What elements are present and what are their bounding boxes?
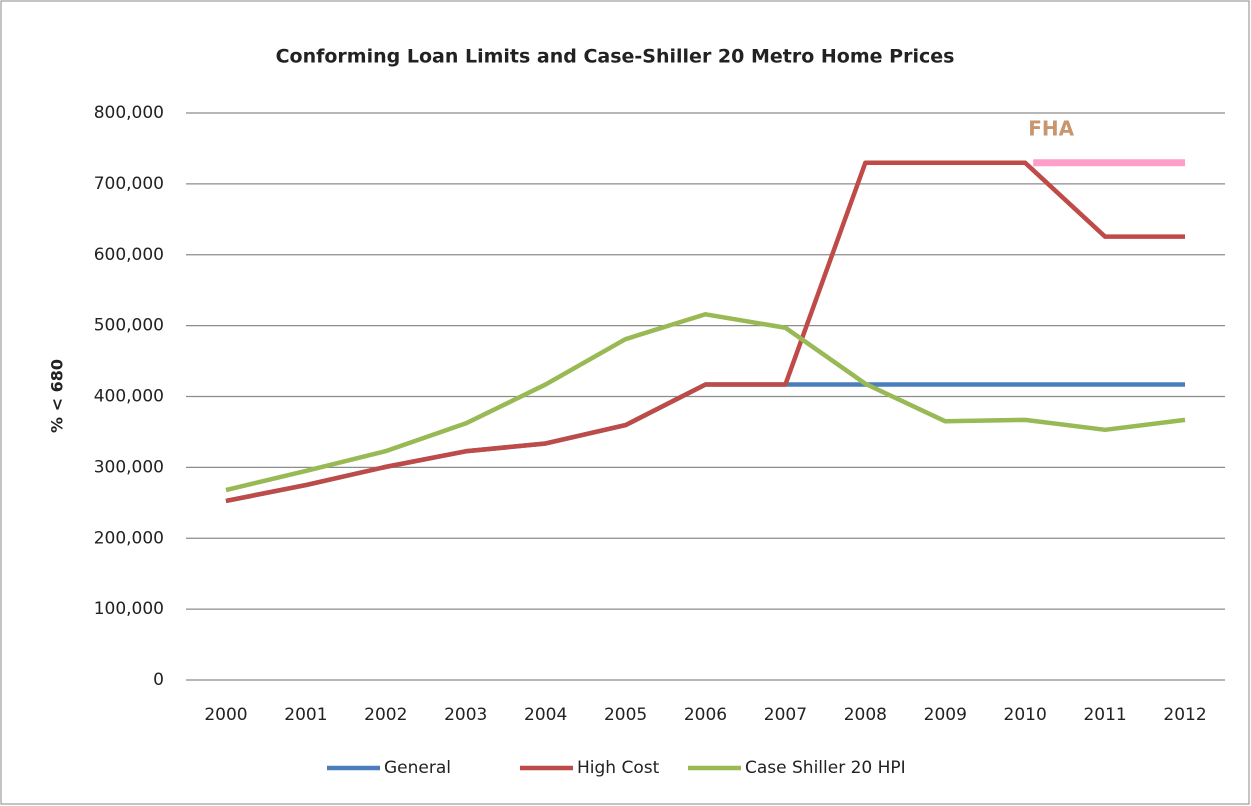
x-tick-label: 2009: [924, 705, 967, 725]
x-tick-label: 2005: [604, 705, 647, 725]
x-tick-label: 2002: [364, 705, 407, 725]
y-axis-label: % < 680: [48, 359, 67, 433]
x-tick-label: 2006: [684, 705, 727, 725]
y-tick-label: 600,000: [94, 245, 164, 265]
y-tick-label: 300,000: [94, 457, 164, 477]
x-tick-label: 2003: [444, 705, 487, 725]
y-tick-label: 0: [153, 670, 164, 690]
x-tick-label: 2008: [844, 705, 887, 725]
x-tick-label: 2012: [1163, 705, 1206, 725]
legend-label: Case Shiller 20 HPI: [745, 758, 906, 778]
legend-label: High Cost: [577, 758, 660, 778]
y-tick-label: 400,000: [94, 387, 164, 407]
y-tick-label: 200,000: [94, 528, 164, 548]
x-tick-label: 2004: [524, 705, 567, 725]
x-tick-label: 2000: [204, 705, 247, 725]
fha-label: FHA: [1028, 116, 1074, 140]
x-tick-label: 2011: [1083, 705, 1126, 725]
y-tick-label: 100,000: [94, 599, 164, 619]
series-line: [225, 160, 1186, 504]
chart-title: Conforming Loan Limits and Case-Shiller …: [276, 46, 955, 68]
y-tick-label: 800,000: [94, 103, 164, 123]
x-tick-label: 2007: [764, 705, 807, 725]
x-tick-label: 2001: [284, 705, 327, 725]
legend-label: General: [384, 758, 451, 778]
series-line: [225, 312, 1186, 493]
y-tick-label: 700,000: [94, 174, 164, 194]
x-tick-label: 2010: [1004, 705, 1047, 725]
y-tick-label: 500,000: [94, 316, 164, 336]
